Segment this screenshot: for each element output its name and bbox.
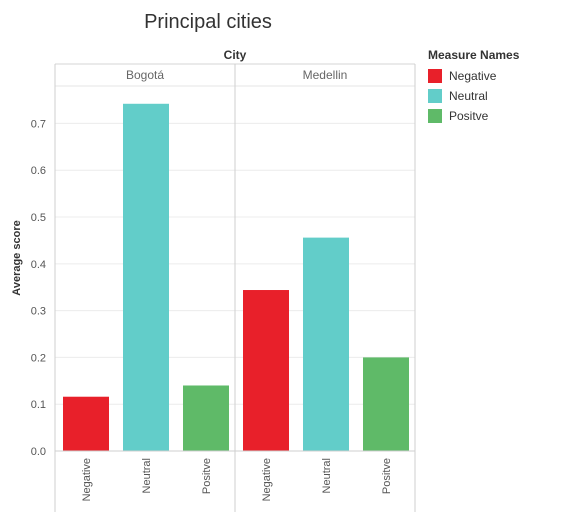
- y-tick-label: 0.3: [31, 306, 46, 318]
- legend-item-positve[interactable]: Positve: [428, 106, 558, 126]
- y-tick-label: 0.0: [31, 446, 46, 458]
- panel-label: Bogotá: [126, 68, 164, 82]
- y-tick-label: 0.6: [31, 165, 46, 177]
- y-tick-label: 0.4: [31, 259, 46, 271]
- bar-medellin-neutral[interactable]: [303, 237, 349, 451]
- x-category-label: Positve: [381, 458, 393, 494]
- bar-medellin-negative[interactable]: [243, 290, 289, 451]
- y-axis-label: Average score: [11, 220, 23, 295]
- legend-title: Measure Names: [428, 48, 520, 62]
- x-category-label: Neutral: [321, 458, 333, 493]
- y-tick-label: 0.2: [31, 352, 46, 364]
- x-category-label: Negative: [261, 458, 273, 501]
- legend-label: Neutral: [449, 89, 488, 103]
- legend-swatch: [428, 109, 442, 123]
- y-tick-label: 0.7: [31, 118, 46, 130]
- legend-swatch: [428, 69, 442, 83]
- bar-bogot-neutral[interactable]: [123, 103, 169, 452]
- bar-bogot-negative[interactable]: [63, 396, 109, 451]
- panel-label: Medellin: [303, 68, 348, 82]
- legend-item-negative[interactable]: Negative: [428, 66, 558, 86]
- legend: Measure Names Negative Neutral Positve: [428, 48, 558, 126]
- legend-label: Positve: [449, 109, 489, 123]
- column-header: City: [224, 48, 247, 62]
- y-tick-label: 0.5: [31, 212, 46, 224]
- chart-title: Principal cities: [144, 11, 272, 33]
- bar-medellin-positve[interactable]: [363, 357, 409, 451]
- legend-swatch: [428, 89, 442, 103]
- x-category-label: Negative: [81, 458, 93, 501]
- legend-label: Negative: [449, 69, 497, 83]
- x-category-label: Neutral: [141, 458, 153, 493]
- x-category-label: Positve: [201, 458, 213, 494]
- bar-bogot-positve[interactable]: [183, 385, 229, 451]
- y-tick-label: 0.1: [31, 399, 46, 411]
- legend-item-neutral[interactable]: Neutral: [428, 86, 558, 106]
